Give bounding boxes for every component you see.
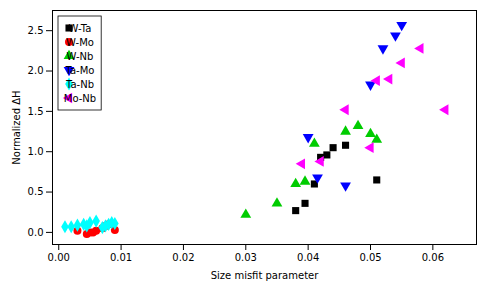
svg-text:0.00: 0.00: [48, 252, 70, 263]
svg-text:Size misfit parameter: Size misfit parameter: [211, 270, 320, 281]
svg-text:0.02: 0.02: [172, 252, 194, 263]
svg-text:1.5: 1.5: [28, 106, 44, 117]
svg-text:0.04: 0.04: [297, 252, 319, 263]
svg-text:0.06: 0.06: [422, 252, 444, 263]
svg-text:1.0: 1.0: [28, 146, 44, 157]
svg-text:0.05: 0.05: [359, 252, 381, 263]
svg-text:Normalized ΔH: Normalized ΔH: [11, 90, 22, 164]
svg-text:Ta-Nb: Ta-Nb: [65, 79, 94, 90]
svg-text:W-Mo: W-Mo: [66, 37, 94, 48]
svg-text:2.5: 2.5: [28, 25, 44, 36]
svg-text:0.01: 0.01: [110, 252, 132, 263]
svg-text:W-Nb: W-Nb: [67, 51, 94, 62]
svg-text:0.03: 0.03: [235, 252, 257, 263]
svg-text:W-Ta: W-Ta: [69, 23, 92, 34]
svg-text:Ta-Mo: Ta-Mo: [65, 65, 95, 76]
svg-text:Mo-Nb: Mo-Nb: [64, 93, 96, 104]
svg-text:0.0: 0.0: [28, 227, 44, 238]
svg-text:0.5: 0.5: [28, 186, 44, 197]
svg-text:2.0: 2.0: [28, 65, 44, 76]
